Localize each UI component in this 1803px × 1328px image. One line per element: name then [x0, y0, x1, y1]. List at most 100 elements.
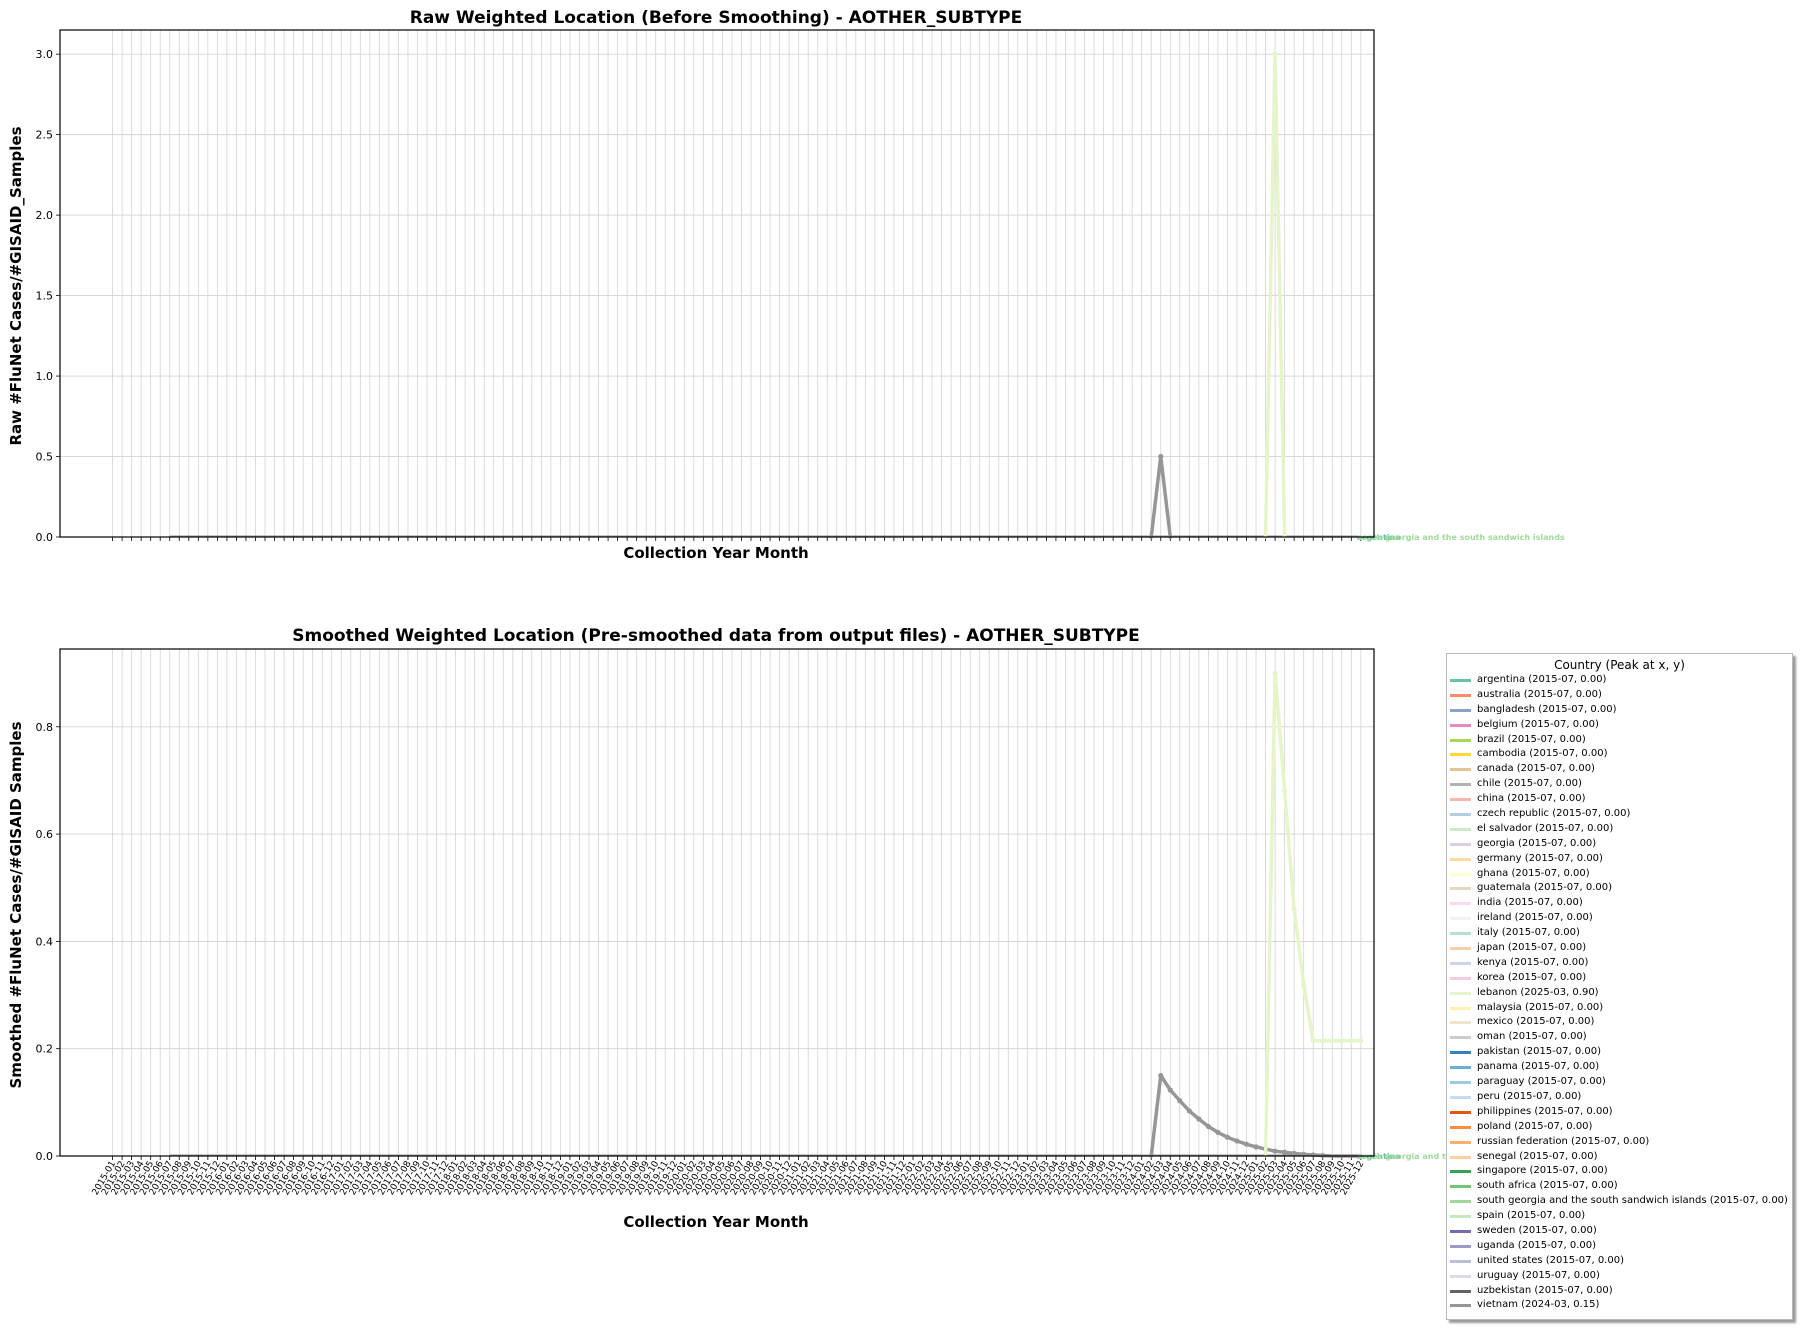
- legend-item: india (2015-07, 0.00): [1447, 896, 1792, 911]
- legend-label: pakistan (2015-07, 0.00): [1477, 1046, 1602, 1058]
- y-tick-label: 1.5: [36, 290, 54, 303]
- data-point-vietnam: [1272, 1148, 1278, 1154]
- data-point-vietnam: [1177, 1098, 1183, 1104]
- legend-item: spain (2015-07, 0.00): [1447, 1209, 1792, 1224]
- legend-item: uganda (2015-07, 0.00): [1447, 1239, 1792, 1254]
- data-point-lebanon: [1282, 788, 1288, 794]
- legend-swatch: [1450, 827, 1471, 831]
- legend-label: vietnam (2024-03, 0.15): [1477, 1299, 1600, 1311]
- legend-swatch: [1450, 991, 1471, 995]
- data-point-lebanon: [1301, 981, 1307, 987]
- legend-label: united states (2015-07, 0.00): [1477, 1254, 1624, 1266]
- raw-chart-x-axis-label: Collection Year Month: [623, 544, 808, 562]
- y-tick-label: 0.0: [36, 1150, 54, 1163]
- legend-item: belgium (2015-07, 0.00): [1447, 718, 1792, 733]
- y-tick-label: 0.4: [36, 935, 54, 948]
- legend-item: georgia (2015-07, 0.00): [1447, 837, 1792, 852]
- legend-swatch: [1450, 842, 1471, 846]
- legend-swatch: [1450, 1215, 1471, 1219]
- legend-item: pakistan (2015-07, 0.00): [1447, 1045, 1792, 1060]
- legend-swatch: [1450, 1185, 1471, 1189]
- y-tick-label: 0.8: [36, 721, 54, 734]
- legend-item: guatemala (2015-07, 0.00): [1447, 881, 1792, 896]
- legend-swatch: [1450, 1140, 1471, 1144]
- data-point-vietnam: [1253, 1144, 1259, 1150]
- legend-swatch: [1450, 768, 1471, 772]
- legend-label: singapore (2015-07, 0.00): [1477, 1165, 1608, 1177]
- data-point-lebanon: [1358, 1038, 1364, 1044]
- legend-item: philippines (2015-07, 0.00): [1447, 1105, 1792, 1120]
- data-point-vietnam: [1215, 1129, 1221, 1135]
- data-point-lebanon: [1320, 1038, 1326, 1044]
- legend-label: korea (2015-07, 0.00): [1477, 971, 1587, 983]
- legend-label: uruguay (2015-07, 0.00): [1477, 1269, 1600, 1281]
- data-point-vietnam: [1167, 1087, 1173, 1093]
- legend-item: cambodia (2015-07, 0.00): [1447, 747, 1792, 762]
- legend-item: czech republic (2015-07, 0.00): [1447, 807, 1792, 822]
- legend-label: australia (2015-07, 0.00): [1477, 688, 1602, 700]
- legend-label: spain (2015-07, 0.00): [1477, 1210, 1586, 1222]
- legend-item: el salvador (2015-07, 0.00): [1447, 822, 1792, 837]
- y-tick-label: 2.0: [36, 209, 54, 222]
- legend-swatch: [1450, 708, 1471, 712]
- legend-swatch: [1450, 976, 1471, 980]
- legend-label: japan (2015-07, 0.00): [1477, 942, 1587, 954]
- data-point-vietnam: [1186, 1108, 1192, 1114]
- legend-item: panama (2015-07, 0.00): [1447, 1060, 1792, 1075]
- legend-item: italy (2015-07, 0.00): [1447, 926, 1792, 941]
- data-point-lebanon: [1339, 1038, 1345, 1044]
- legend-swatch: [1450, 1036, 1471, 1040]
- legend-item: mexico (2015-07, 0.00): [1447, 1015, 1792, 1030]
- legend-swatch: [1450, 887, 1471, 891]
- legend-label: brazil (2015-07, 0.00): [1477, 733, 1586, 745]
- y-tick-label: 0.2: [36, 1043, 54, 1056]
- legend-label: panama (2015-07, 0.00): [1477, 1061, 1600, 1073]
- series-end-label: argentina: [1357, 1152, 1401, 1161]
- legend-item: chile (2015-07, 0.00): [1447, 777, 1792, 792]
- legend-label: russian federation (2015-07, 0.00): [1477, 1135, 1650, 1147]
- data-point-lebanon: [1272, 670, 1278, 676]
- legend-swatch: [1450, 1244, 1471, 1248]
- legend-swatch: [1450, 857, 1471, 861]
- legend-label: oman (2015-07, 0.00): [1477, 1031, 1587, 1043]
- legend-item: lebanon (2025-03, 0.90): [1447, 986, 1792, 1001]
- legend-item: japan (2015-07, 0.00): [1447, 941, 1792, 956]
- legend-title: Country (Peak at x, y): [1554, 658, 1685, 672]
- legend-item: argentina (2015-07, 0.00): [1447, 673, 1792, 688]
- legend-swatch: [1450, 1066, 1471, 1070]
- legend-swatch: [1450, 1170, 1471, 1174]
- legend-item: ghana (2015-07, 0.00): [1447, 867, 1792, 882]
- legend-swatch: [1450, 1051, 1471, 1055]
- legend-item: south africa (2015-07, 0.00): [1447, 1179, 1792, 1194]
- data-point-vietnam: [1243, 1141, 1250, 1147]
- legend-swatch: [1450, 1289, 1471, 1293]
- legend-swatch: [1450, 961, 1471, 965]
- legend-label: china (2015-07, 0.00): [1477, 793, 1586, 805]
- y-tick-label: 1.0: [36, 370, 54, 383]
- legend-label: chile (2015-07, 0.00): [1477, 778, 1582, 790]
- legend-label: peru (2015-07, 0.00): [1477, 1090, 1582, 1102]
- data-point-vietnam: [1196, 1116, 1202, 1122]
- legend-swatch: [1450, 872, 1471, 876]
- legend-label: senegal (2015-07, 0.00): [1477, 1150, 1598, 1162]
- legend-item: vietnam (2024-03, 0.15): [1447, 1298, 1792, 1313]
- legend-label: cambodia (2015-07, 0.00): [1477, 748, 1608, 760]
- legend-item: peru (2015-07, 0.00): [1447, 1090, 1792, 1105]
- legend-item: united states (2015-07, 0.00): [1447, 1254, 1792, 1269]
- legend-label: philippines (2015-07, 0.00): [1477, 1105, 1613, 1117]
- data-point-vietnam: [1291, 1150, 1297, 1156]
- y-tick-label: 0.5: [36, 451, 54, 464]
- legend-swatch: [1450, 723, 1471, 727]
- legend-label: poland (2015-07, 0.00): [1477, 1120, 1593, 1132]
- legend-label: canada (2015-07, 0.00): [1477, 763, 1595, 775]
- data-point-vietnam: [1158, 1072, 1164, 1079]
- data-point-vietnam: [1234, 1138, 1240, 1144]
- data-point-lebanon: [1291, 906, 1297, 912]
- axes-frame: [59, 648, 1375, 1157]
- legend-swatch: [1450, 1155, 1471, 1159]
- legend-swatch: [1450, 917, 1471, 921]
- legend-item: south georgia and the south sandwich isl…: [1447, 1194, 1792, 1209]
- legend-label: uzbekistan (2015-07, 0.00): [1477, 1284, 1613, 1296]
- raw-chart-panel: Raw Weighted Location (Before Smoothing)…: [7, 8, 1565, 562]
- legend-item: ireland (2015-07, 0.00): [1447, 911, 1792, 926]
